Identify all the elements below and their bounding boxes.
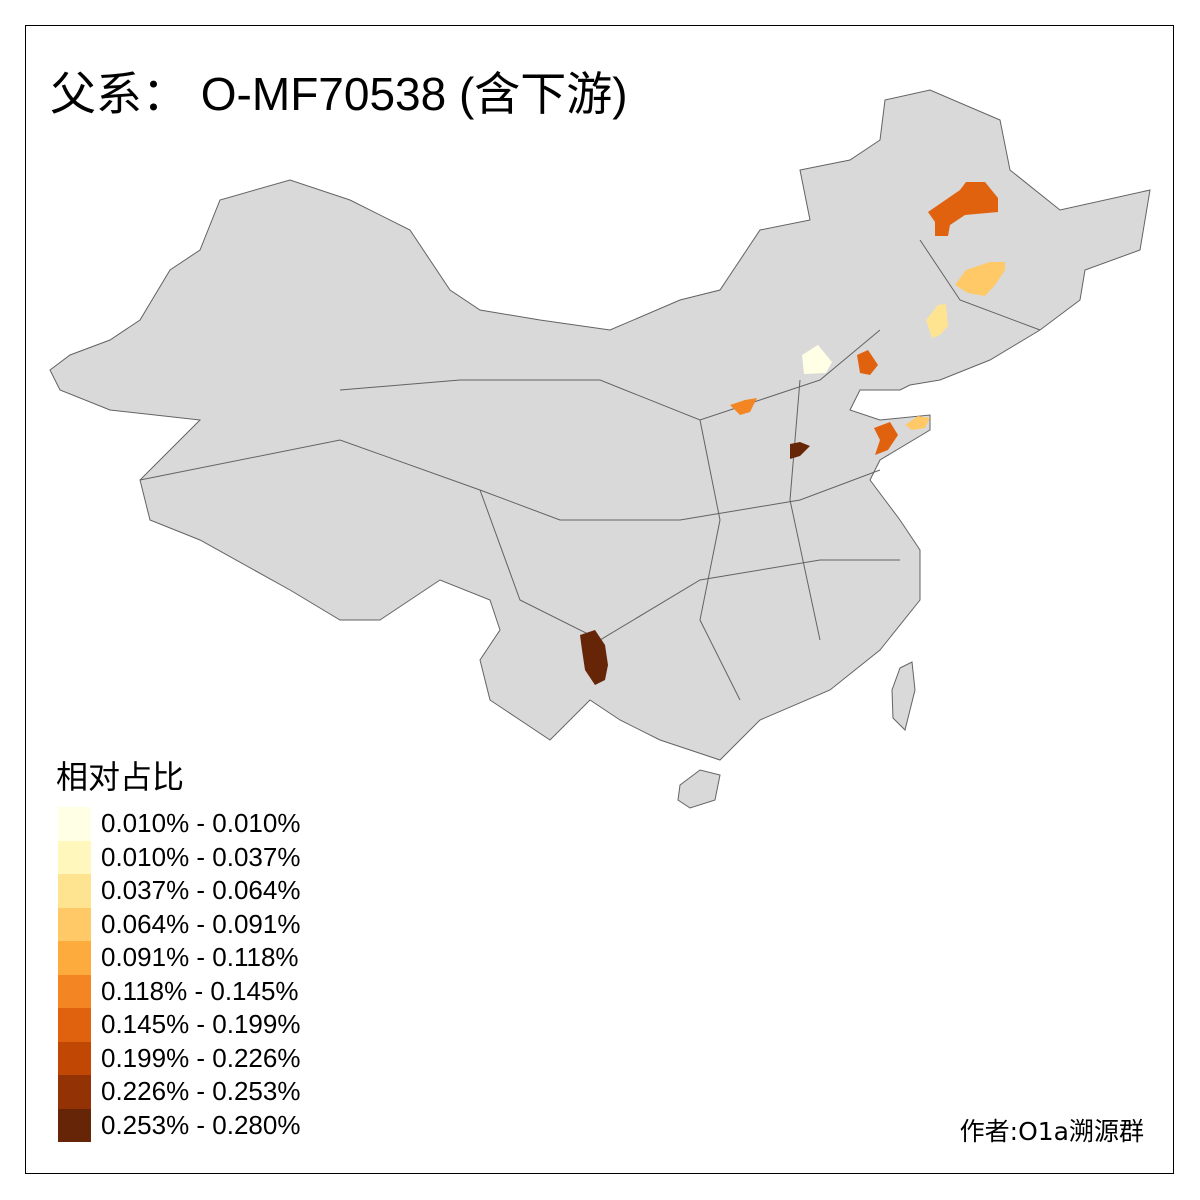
- legend-label: 0.199% - 0.226%: [101, 1042, 301, 1073]
- legend-swatch: [58, 840, 91, 874]
- legend-swatch: [58, 941, 91, 975]
- legend-label: 0.145% - 0.199%: [101, 1009, 301, 1040]
- region-yunnan: [580, 630, 608, 685]
- taiwan: [891, 661, 916, 731]
- legend-label: 0.037% - 0.064%: [101, 875, 301, 906]
- map-title: 父系： O-MF70538 (含下游): [50, 68, 628, 120]
- legend-swatch: [58, 974, 91, 1008]
- region-jilin: [955, 262, 1005, 296]
- legend-swatch: [58, 1108, 91, 1142]
- legend: 0.010% - 0.010% 0.010% - 0.037% 0.037% -…: [58, 807, 300, 1142]
- legend-swatch: [58, 874, 91, 908]
- legend-item: 0.226% - 0.253%: [58, 1075, 300, 1109]
- legend-item: 0.010% - 0.010%: [58, 807, 300, 841]
- legend-item: 0.118% - 0.145%: [58, 974, 300, 1008]
- author-credit: 作者:O1a溯源群: [959, 1117, 1144, 1146]
- legend-item: 0.010% - 0.037%: [58, 840, 301, 874]
- legend-swatch: [58, 807, 91, 841]
- region-liaoning: [926, 304, 948, 338]
- legend-swatch: [58, 1075, 91, 1109]
- legend-label: 0.010% - 0.010%: [101, 808, 301, 839]
- region-beijing: [802, 345, 832, 374]
- highlighted-regions: [580, 182, 1005, 685]
- map-frame: [25, 25, 1174, 1174]
- legend-item: 0.091% - 0.118%: [58, 941, 300, 975]
- legend-title: 相对占比: [56, 758, 185, 796]
- region-shandong: [874, 422, 898, 455]
- province-borders: [139, 239, 1041, 701]
- legend-swatch: [58, 1008, 91, 1042]
- region-shanxi: [730, 398, 757, 415]
- legend-label: 0.064% - 0.091%: [101, 908, 301, 939]
- region-heilongjiang-west: [928, 182, 998, 236]
- region-yantai: [905, 416, 930, 430]
- legend-swatch: [58, 1041, 91, 1075]
- legend-item: 0.037% - 0.064%: [58, 874, 300, 908]
- legend-item: 0.199% - 0.226%: [58, 1041, 301, 1075]
- legend-label: 0.010% - 0.037%: [101, 841, 301, 872]
- legend-label: 0.118% - 0.145%: [101, 975, 299, 1006]
- hainan: [677, 769, 721, 809]
- legend-item: 0.064% - 0.091%: [58, 907, 301, 941]
- legend-item: 0.145% - 0.199%: [58, 1008, 300, 1042]
- region-henan-north: [790, 442, 810, 459]
- legend-item: 0.253% - 0.280%: [58, 1108, 301, 1142]
- legend-label: 0.253% - 0.280%: [101, 1109, 301, 1140]
- region-tangshan: [857, 350, 878, 375]
- legend-swatch: [58, 907, 91, 941]
- legend-label: 0.226% - 0.253%: [101, 1076, 301, 1107]
- legend-label: 0.091% - 0.118%: [101, 942, 299, 973]
- china-mainland: [49, 89, 1151, 761]
